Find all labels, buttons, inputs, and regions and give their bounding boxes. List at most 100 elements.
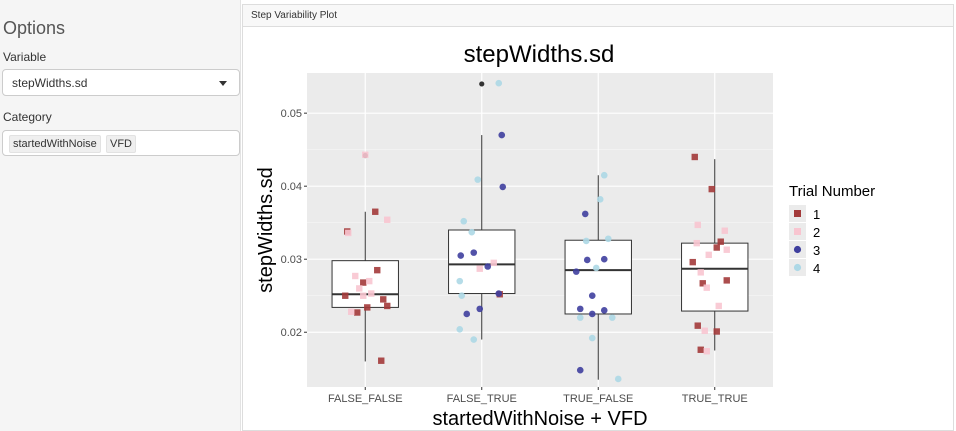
data-point bbox=[348, 308, 355, 315]
data-point bbox=[588, 334, 596, 342]
data-point bbox=[721, 227, 728, 234]
legend-key-circle bbox=[793, 245, 802, 254]
legend-entry-label: 3 bbox=[813, 243, 820, 258]
data-point bbox=[384, 216, 391, 223]
data-point bbox=[576, 314, 584, 321]
legend-title: Trial Number bbox=[789, 183, 875, 200]
data-point bbox=[468, 228, 476, 236]
box-iqr bbox=[681, 242, 749, 312]
data-point bbox=[600, 171, 608, 179]
data-point bbox=[460, 217, 468, 225]
data-point bbox=[604, 235, 612, 243]
data-point bbox=[366, 277, 373, 285]
data-point bbox=[708, 185, 715, 193]
y-tick-label: 0.05 bbox=[281, 108, 302, 120]
data-point bbox=[600, 307, 608, 314]
x-tick-label: FALSE_TRUE bbox=[447, 393, 517, 405]
data-point bbox=[498, 131, 506, 139]
data-point bbox=[490, 259, 497, 267]
legend-entry-label: 4 bbox=[813, 261, 820, 276]
data-point bbox=[476, 305, 484, 313]
variable-select-value: stepWidths.sd bbox=[12, 76, 88, 90]
data-point bbox=[694, 322, 701, 329]
data-point bbox=[596, 196, 604, 203]
data-point bbox=[582, 237, 590, 245]
box-iqr bbox=[564, 239, 632, 315]
data-point bbox=[354, 309, 361, 316]
sidebar-title: Options bbox=[3, 18, 66, 38]
data-point bbox=[368, 290, 375, 297]
data-point bbox=[608, 314, 616, 321]
data-point bbox=[380, 296, 387, 303]
data-point bbox=[703, 348, 710, 355]
sidebar: Options Variable stepWidths.sd Category … bbox=[0, 0, 241, 431]
data-point bbox=[693, 239, 700, 247]
data-point bbox=[715, 302, 722, 310]
data-point bbox=[723, 246, 730, 253]
category-label: Category bbox=[3, 110, 52, 124]
data-point bbox=[576, 366, 584, 374]
legend-key-circle bbox=[793, 263, 802, 272]
data-point bbox=[463, 310, 471, 318]
data-point bbox=[713, 244, 720, 251]
data-point bbox=[378, 357, 385, 364]
data-point bbox=[457, 252, 465, 259]
box-outlier bbox=[479, 81, 485, 87]
data-point bbox=[572, 268, 580, 275]
data-point bbox=[360, 292, 367, 299]
data-point bbox=[456, 326, 464, 333]
variable-select[interactable]: stepWidths.sd bbox=[2, 69, 240, 96]
data-point bbox=[384, 302, 391, 310]
data-point bbox=[581, 210, 589, 218]
data-point bbox=[701, 327, 708, 334]
data-point bbox=[723, 277, 730, 284]
data-point bbox=[689, 258, 696, 266]
x-tick-label: TRUE_FALSE bbox=[563, 393, 633, 405]
legend-key-square bbox=[794, 210, 801, 217]
chart-title: stepWidths.sd bbox=[464, 41, 615, 68]
category-multiselect[interactable]: startedWithNoise VFD bbox=[2, 130, 240, 156]
data-point bbox=[576, 305, 584, 313]
x-tick-label: FALSE_FALSE bbox=[328, 393, 403, 405]
panel-header: Step Variability Plot bbox=[243, 5, 953, 27]
category-chip-started-with-noise[interactable]: startedWithNoise bbox=[9, 135, 101, 153]
data-point bbox=[484, 263, 492, 270]
data-point bbox=[342, 292, 349, 299]
legend-entry-label: 2 bbox=[813, 225, 820, 240]
x-axis-label: startedWithNoise + VFD bbox=[432, 408, 647, 430]
data-point bbox=[360, 279, 367, 286]
data-point bbox=[458, 292, 466, 300]
data-point bbox=[588, 292, 596, 300]
data-point bbox=[476, 265, 483, 272]
data-point bbox=[583, 256, 591, 264]
legend-key-square bbox=[794, 228, 801, 235]
y-tick-label: 0.02 bbox=[281, 327, 302, 339]
data-point bbox=[356, 285, 363, 292]
chevron-down-icon[interactable] bbox=[219, 81, 227, 86]
data-point bbox=[499, 183, 507, 191]
data-point bbox=[456, 277, 464, 285]
data-point bbox=[372, 208, 379, 215]
data-point bbox=[374, 266, 381, 274]
data-point bbox=[699, 280, 706, 287]
legend-entry-label: 1 bbox=[813, 207, 820, 222]
data-point bbox=[364, 304, 371, 311]
data-point bbox=[717, 238, 724, 245]
data-point bbox=[362, 151, 369, 158]
category-chip-vfd[interactable]: VFD bbox=[106, 135, 136, 153]
data-point bbox=[703, 284, 710, 291]
data-point bbox=[697, 269, 704, 276]
data-point bbox=[592, 264, 600, 272]
data-point bbox=[697, 346, 704, 353]
data-point bbox=[495, 79, 503, 87]
data-point bbox=[614, 375, 622, 383]
x-tick-label: TRUE_TRUE bbox=[682, 393, 748, 405]
data-point bbox=[588, 310, 596, 318]
panel-title: Step Variability Plot bbox=[251, 10, 337, 21]
data-point bbox=[495, 290, 503, 297]
y-tick-label: 0.03 bbox=[281, 254, 302, 266]
data-point bbox=[345, 229, 352, 237]
y-tick-label: 0.04 bbox=[281, 181, 302, 193]
data-point bbox=[713, 328, 720, 335]
